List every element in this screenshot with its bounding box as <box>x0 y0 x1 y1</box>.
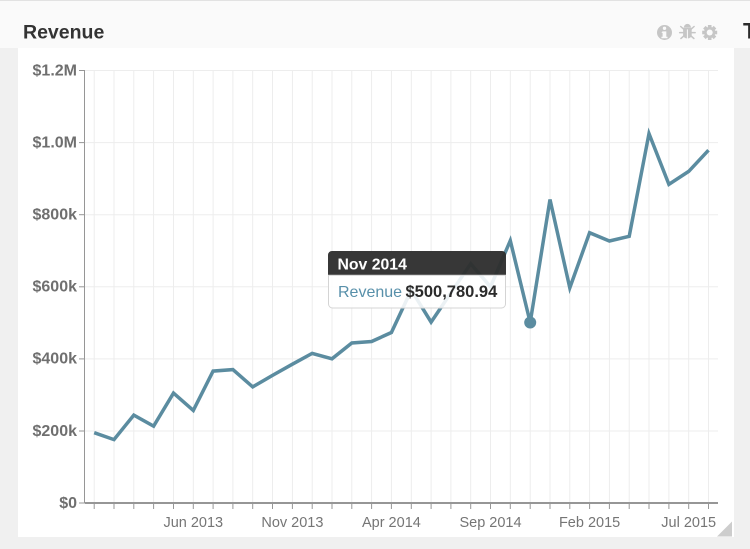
svg-text:$0: $0 <box>59 495 77 512</box>
svg-text:Sep 2014: Sep 2014 <box>459 515 521 531</box>
svg-text:$200k: $200k <box>33 423 78 440</box>
svg-text:Jul 2015: Jul 2015 <box>661 515 716 531</box>
svg-text:Apr 2014: Apr 2014 <box>362 515 421 531</box>
svg-text:Jun 2013: Jun 2013 <box>163 515 223 531</box>
svg-text:Revenue: Revenue <box>338 284 402 301</box>
svg-text:$500,780.94: $500,780.94 <box>406 283 499 301</box>
svg-text:Revenue: Revenue <box>23 21 104 43</box>
svg-text:$800k: $800k <box>33 207 78 224</box>
svg-text:Feb 2015: Feb 2015 <box>559 515 620 531</box>
svg-text:$1.2M: $1.2M <box>33 62 77 79</box>
svg-text:T: T <box>743 19 750 44</box>
svg-text:Nov 2013: Nov 2013 <box>261 515 323 531</box>
svg-text:$600k: $600k <box>33 279 78 296</box>
svg-text:Nov 2014: Nov 2014 <box>338 257 408 274</box>
svg-text:$1.0M: $1.0M <box>33 134 77 151</box>
svg-text:$400k: $400k <box>33 351 78 368</box>
